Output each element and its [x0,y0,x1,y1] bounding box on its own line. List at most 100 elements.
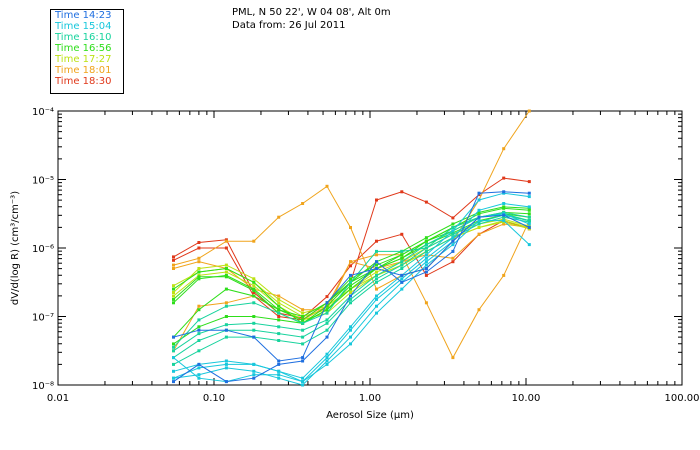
data-point [325,308,329,312]
data-point [197,241,201,244]
data-point [375,304,378,308]
data-point [527,195,531,199]
data-point [301,315,305,318]
data-point [477,226,481,229]
data-point [197,373,201,377]
data-point [349,328,352,332]
data-point [451,216,455,220]
data-point [424,256,428,260]
data-point [224,301,228,305]
data-date: Data from: 26 Jul 2011 [232,20,346,31]
data-point [252,369,256,373]
data-point [277,315,281,318]
data-point [325,301,329,305]
x-tick-label: 0.10 [203,393,225,404]
data-point [224,362,228,366]
axis-ticks [57,111,682,386]
data-point [375,311,378,315]
data-point [252,289,256,292]
data-point [277,325,281,329]
data-point [224,246,228,250]
data-point [502,205,506,209]
data-point [224,359,228,363]
data-point [277,359,281,363]
data-point [349,273,352,277]
data-point [502,273,506,277]
data-point [172,297,175,301]
data-point [451,243,455,247]
data-point [224,315,228,318]
data-point [325,356,329,360]
data-point [400,287,404,291]
data-point [325,352,329,356]
data-point [224,270,228,274]
data-point [349,260,352,264]
data-point [325,311,329,315]
data-point [527,215,531,219]
data-point [502,176,506,180]
legend-item: Time 17:27 [55,54,112,65]
data-point [527,243,531,247]
data-point [349,280,352,284]
data-point [400,267,404,270]
data-point [172,258,175,262]
data-point [424,263,428,267]
data-point [172,255,175,259]
data-point [375,280,378,284]
data-point [527,180,531,184]
data-point [375,198,378,202]
data-point [224,287,228,291]
data-point [252,301,256,305]
data-point [325,362,329,366]
data-point [172,335,175,339]
data-point [224,304,228,308]
data-point [197,275,201,279]
data-point [424,249,428,253]
y-tick-label: 10⁻⁴ [32,107,54,118]
data-point [277,311,281,315]
data-point [197,304,201,308]
data-point [224,239,228,243]
data-point [172,284,175,288]
data-point [424,260,428,264]
data-point [424,270,428,274]
data-point [375,239,378,243]
data-point [197,246,201,250]
data-point [252,321,256,325]
data-point [424,253,428,257]
data-point [527,219,531,223]
data-point [424,267,428,270]
data-point [197,267,201,270]
data-point [252,373,256,377]
data-point [277,332,281,336]
data-point [301,202,305,205]
data-point [325,295,329,299]
data-point [349,277,352,281]
data-point [349,287,352,291]
data-point [224,366,228,370]
data-point [349,335,352,339]
data-point [375,297,378,301]
data-point [349,325,352,329]
x-tick-label: 100.00 [665,393,700,404]
data-point [349,301,352,305]
data-point [277,373,281,377]
data-point [172,356,175,360]
data-point [451,232,455,236]
data-point [502,190,506,194]
data-point [301,321,305,325]
data-point [424,301,428,305]
data-point [172,342,175,346]
y-tick-label: 10⁻⁵ [32,176,54,187]
data-point [252,335,256,339]
data-point [527,226,531,229]
data-point [277,215,281,219]
data-point [527,109,531,113]
data-point [172,294,175,298]
legend-item: Time 18:01 [55,65,112,76]
legend-item: Time 14:23 [55,10,112,21]
data-point [527,212,531,216]
legend-item: Time 18:30 [55,76,112,87]
data-point [349,264,352,268]
data-point [527,191,531,195]
